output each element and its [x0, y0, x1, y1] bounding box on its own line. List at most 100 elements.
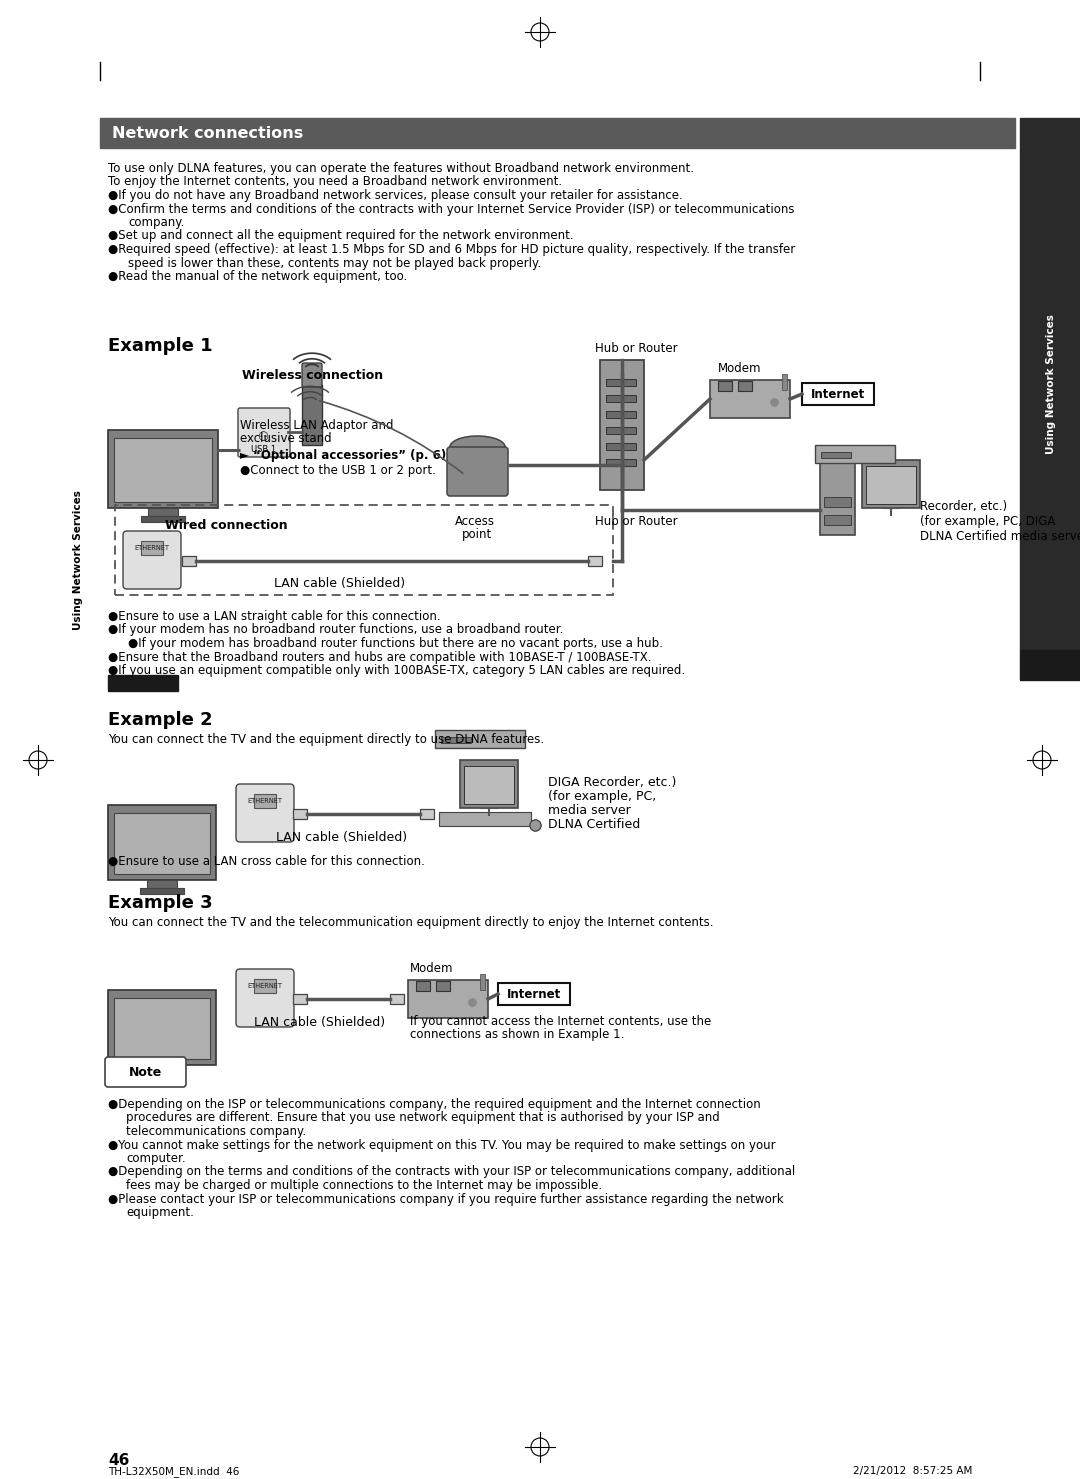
- Bar: [100, 118, 1015, 148]
- Bar: [718, 382, 732, 390]
- Bar: [436, 981, 450, 991]
- Text: ●Connect to the USB 1 or 2 port.: ●Connect to the USB 1 or 2 port.: [240, 464, 436, 478]
- Text: 2/21/2012  8:57:25 AM: 2/21/2012 8:57:25 AM: [852, 1466, 972, 1476]
- Ellipse shape: [450, 436, 505, 458]
- Text: 46: 46: [108, 1452, 130, 1469]
- Text: (for example, PC, DIGA: (for example, PC, DIGA: [920, 515, 1055, 528]
- FancyBboxPatch shape: [123, 531, 181, 589]
- Bar: [606, 379, 636, 386]
- Text: ●Ensure that the Broadband routers and hubs are compatible with 10BASE-T / 100BA: ●Ensure that the Broadband routers and h…: [108, 651, 651, 664]
- Bar: [148, 507, 178, 516]
- Bar: [293, 994, 307, 1004]
- Bar: [302, 385, 322, 445]
- Bar: [606, 427, 636, 433]
- Bar: [588, 556, 602, 566]
- Text: If you cannot access the Internet contents, use the: If you cannot access the Internet conten…: [410, 1015, 712, 1028]
- Text: Wireless connection: Wireless connection: [242, 368, 383, 382]
- Bar: [606, 444, 636, 450]
- Bar: [824, 497, 851, 507]
- Bar: [738, 382, 752, 390]
- Text: Network connections: Network connections: [112, 126, 303, 141]
- Text: DLNA Certified media server: DLNA Certified media server: [920, 529, 1080, 543]
- Text: ► “Optional accessories” (p. 6): ► “Optional accessories” (p. 6): [240, 450, 446, 461]
- FancyBboxPatch shape: [237, 969, 294, 1026]
- Text: ●If your modem has no broadband router functions, use a broadband router.: ●If your modem has no broadband router f…: [108, 624, 564, 636]
- Bar: [140, 887, 184, 893]
- Bar: [606, 411, 636, 419]
- Bar: [782, 374, 787, 390]
- Text: ●If you use an equipment compatible only with 100BASE-TX, category 5 LAN cables : ●If you use an equipment compatible only…: [108, 664, 685, 677]
- Text: Internet: Internet: [507, 988, 562, 1000]
- Bar: [441, 737, 471, 742]
- Bar: [498, 984, 570, 1006]
- Text: DIGA Recorder, etc.): DIGA Recorder, etc.): [548, 776, 676, 788]
- Text: To use only DLNA features, you can operate the features without Broadband networ: To use only DLNA features, you can opera…: [108, 163, 694, 175]
- Text: telecommunications company.: telecommunications company.: [126, 1126, 306, 1137]
- Text: ●Ensure to use a LAN cross cable for this connection.: ●Ensure to use a LAN cross cable for thi…: [108, 855, 424, 868]
- Text: ETHERNET: ETHERNET: [247, 799, 283, 805]
- Bar: [435, 731, 525, 748]
- Text: Hub or Router: Hub or Router: [595, 515, 677, 528]
- FancyBboxPatch shape: [105, 1057, 186, 1087]
- Text: To enjoy the Internet contents, you need a Broadband network environment.: To enjoy the Internet contents, you need…: [108, 176, 562, 188]
- Bar: [464, 766, 514, 805]
- Text: ETHERNET: ETHERNET: [135, 544, 170, 552]
- Bar: [710, 380, 789, 419]
- Bar: [114, 438, 212, 501]
- Text: point: point: [462, 528, 492, 541]
- FancyBboxPatch shape: [237, 784, 294, 842]
- Text: media server: media server: [548, 805, 631, 816]
- Bar: [408, 981, 488, 1018]
- Bar: [254, 794, 276, 808]
- Bar: [600, 359, 644, 490]
- Text: You can connect the TV and the telecommunication equipment directly to enjoy the: You can connect the TV and the telecommu…: [108, 916, 714, 929]
- Text: exclusive stand: exclusive stand: [240, 432, 332, 445]
- Text: ●Read the manual of the network equipment, too.: ●Read the manual of the network equipmen…: [108, 271, 407, 282]
- Bar: [140, 1072, 184, 1080]
- Bar: [802, 383, 874, 405]
- FancyBboxPatch shape: [302, 362, 322, 387]
- Bar: [183, 556, 195, 566]
- Bar: [147, 1065, 177, 1072]
- Text: ●Depending on the ISP or telecommunications company, the required equipment and : ●Depending on the ISP or telecommunicati…: [108, 1097, 760, 1111]
- Text: Note: Note: [129, 1065, 162, 1078]
- Text: ●Required speed (effective): at least 1.5 Mbps for SD and 6 Mbps for HD picture : ●Required speed (effective): at least 1.…: [108, 243, 795, 256]
- Bar: [821, 453, 851, 458]
- Bar: [141, 541, 163, 555]
- Text: connections as shown in Example 1.: connections as shown in Example 1.: [410, 1028, 624, 1041]
- Text: You can connect the TV and the equipment directly to use DLNA features.: You can connect the TV and the equipment…: [108, 734, 544, 745]
- Text: LAN cable (Shielded): LAN cable (Shielded): [276, 831, 407, 845]
- Bar: [460, 760, 518, 808]
- Bar: [820, 450, 855, 535]
- Text: speed is lower than these, contents may not be played back properly.: speed is lower than these, contents may …: [129, 256, 541, 269]
- Bar: [862, 460, 920, 507]
- Bar: [606, 395, 636, 402]
- Text: ETHERNET: ETHERNET: [247, 984, 283, 989]
- Text: Using Network Services: Using Network Services: [73, 490, 83, 630]
- Text: fees may be charged or multiple connections to the Internet may be impossible.: fees may be charged or multiple connecti…: [126, 1179, 603, 1192]
- Bar: [824, 515, 851, 525]
- Text: Modem: Modem: [718, 362, 761, 376]
- Bar: [420, 809, 434, 819]
- Bar: [1020, 649, 1080, 680]
- Text: Using Network Services: Using Network Services: [1047, 314, 1056, 454]
- Text: Recorder, etc.): Recorder, etc.): [920, 500, 1008, 513]
- Text: Hub or Router: Hub or Router: [595, 342, 677, 355]
- Bar: [866, 466, 916, 504]
- Bar: [141, 516, 185, 522]
- Text: company.: company.: [129, 216, 185, 229]
- Bar: [606, 458, 636, 466]
- FancyBboxPatch shape: [438, 812, 531, 825]
- Bar: [108, 805, 216, 880]
- Text: Internet: Internet: [811, 387, 865, 401]
- Text: TH-L32X50M_EN.indd  46: TH-L32X50M_EN.indd 46: [108, 1466, 240, 1478]
- Text: LAN cable (Shielded): LAN cable (Shielded): [255, 1016, 386, 1029]
- FancyBboxPatch shape: [238, 408, 291, 457]
- Text: computer.: computer.: [126, 1152, 186, 1165]
- Bar: [1020, 118, 1080, 649]
- Text: USB 1: USB 1: [252, 445, 276, 454]
- Bar: [815, 445, 895, 463]
- Text: Modem: Modem: [410, 961, 454, 975]
- Bar: [108, 989, 216, 1065]
- Text: ●Set up and connect all the equipment required for the network environment.: ●Set up and connect all the equipment re…: [108, 229, 573, 243]
